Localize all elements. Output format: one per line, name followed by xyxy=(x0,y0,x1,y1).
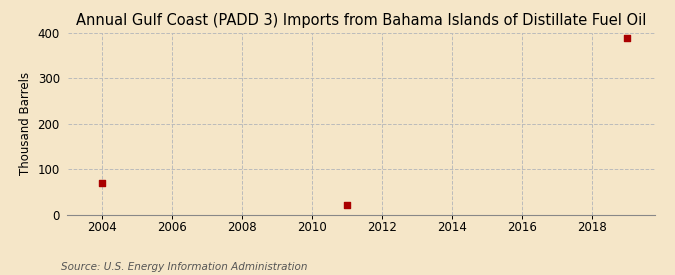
Title: Annual Gulf Coast (PADD 3) Imports from Bahama Islands of Distillate Fuel Oil: Annual Gulf Coast (PADD 3) Imports from … xyxy=(76,13,646,28)
Point xyxy=(622,35,632,40)
Point xyxy=(97,181,108,185)
Point xyxy=(342,203,352,208)
Text: Source: U.S. Energy Information Administration: Source: U.S. Energy Information Administ… xyxy=(61,262,307,272)
Y-axis label: Thousand Barrels: Thousand Barrels xyxy=(19,72,32,175)
